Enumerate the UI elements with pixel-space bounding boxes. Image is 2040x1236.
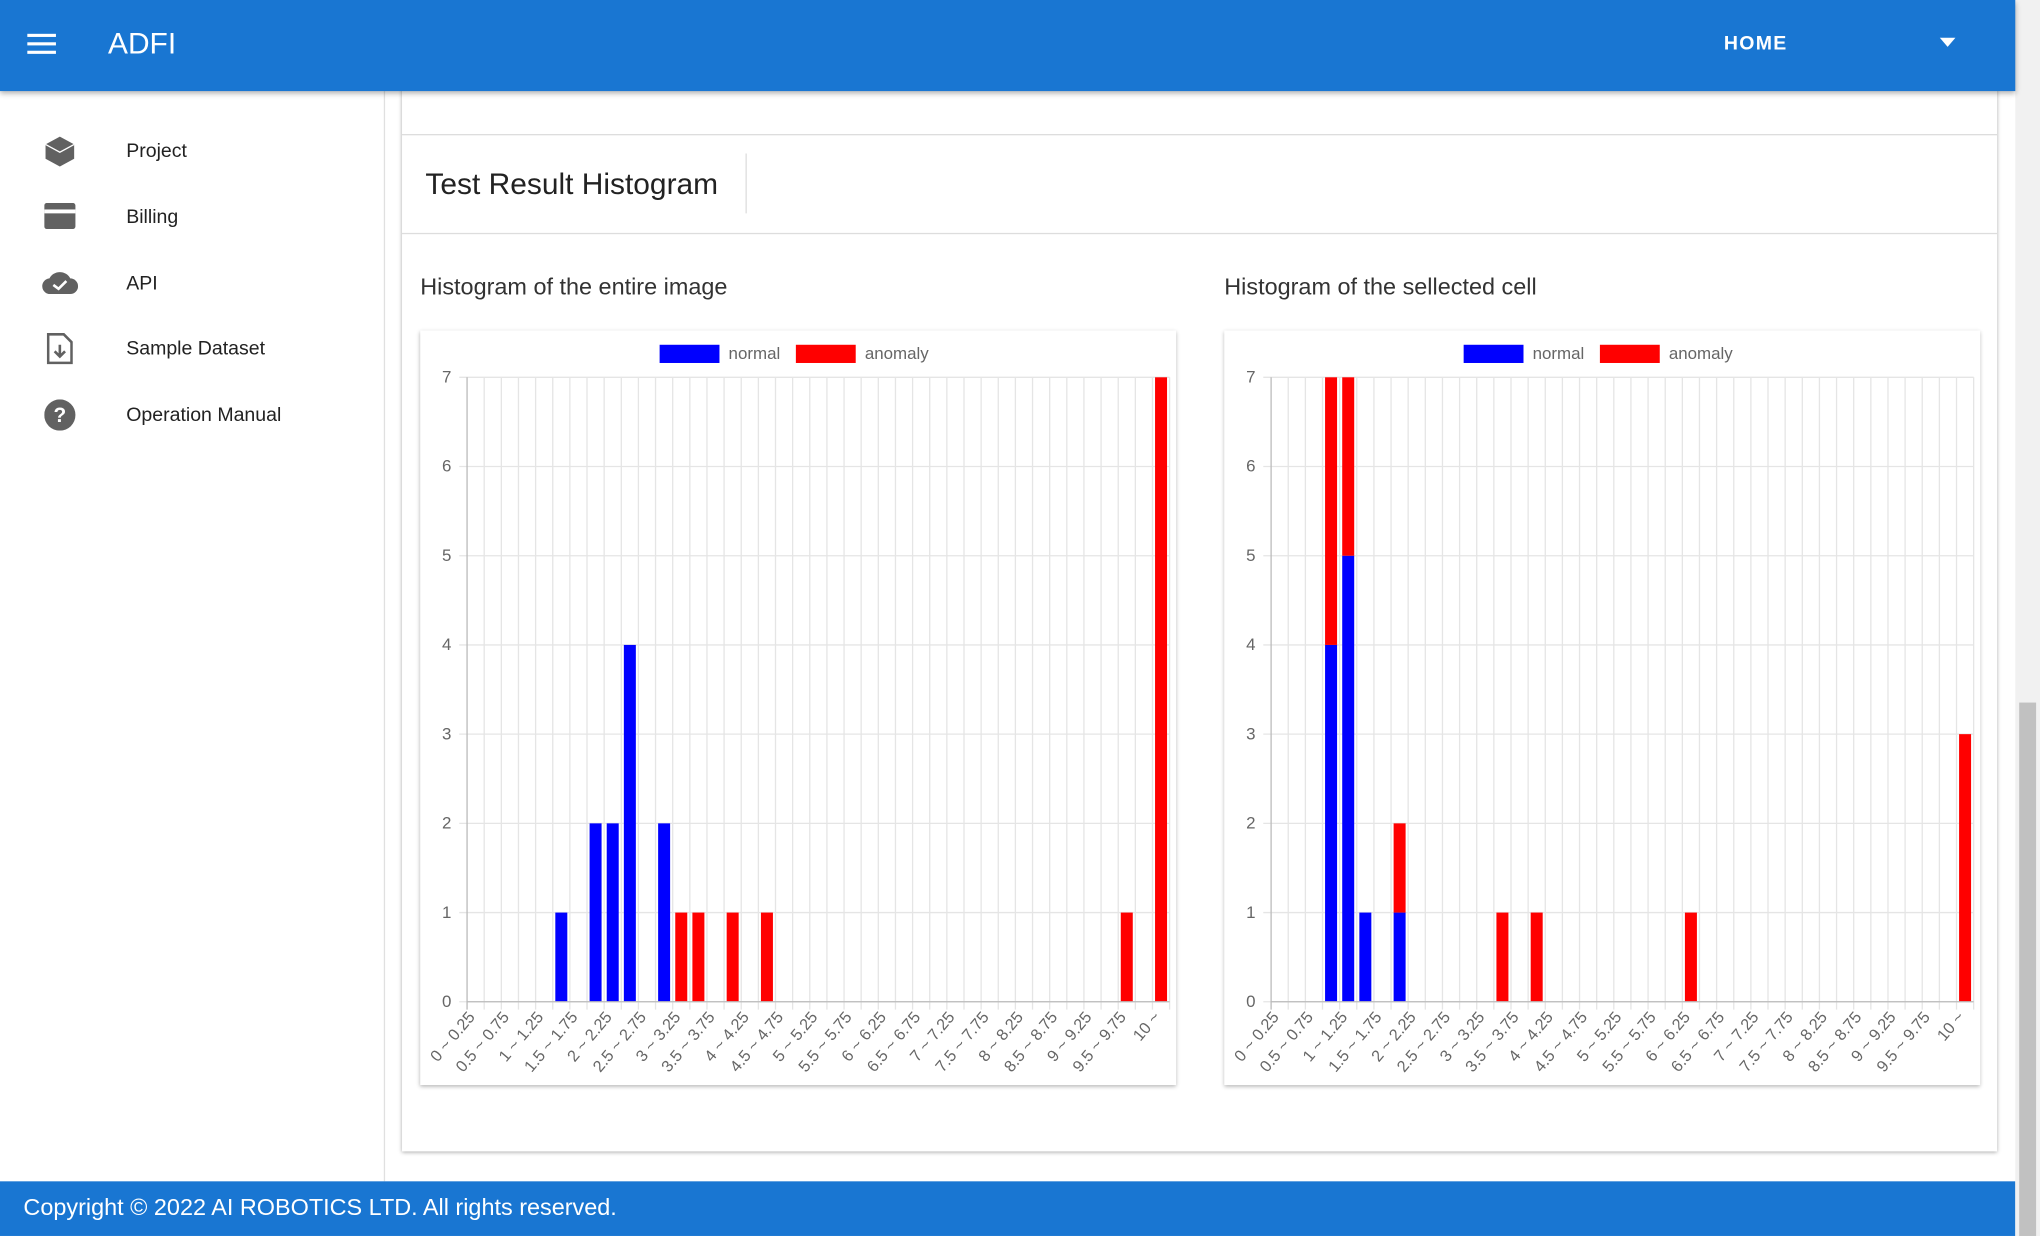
y-tick-label: 0: [442, 992, 451, 1011]
bar: [623, 644, 636, 1002]
footer: Copyright © 2022 AI ROBOTICS LTD. All ri…: [0, 1181, 2016, 1236]
menu-icon[interactable]: [26, 29, 57, 60]
legend-swatch: [1463, 344, 1524, 363]
y-tick-label: 2: [442, 814, 451, 833]
legend-label: anomaly: [1669, 344, 1733, 363]
svg-text:?: ?: [53, 404, 66, 427]
bar: [606, 823, 619, 1002]
nav-item[interactable]: Billing: [126, 206, 179, 229]
bar: [1496, 912, 1509, 1002]
y-tick-label: 3: [1246, 724, 1255, 743]
y-tick-label: 2: [1246, 814, 1255, 833]
chart-card: normal anomaly 0 1 2 3 4 5 6 7 0 ~ 0.25 0.5 ~ 0.75 1…: [1224, 330, 1981, 1086]
x-tick-label: 10 ~: [1130, 1008, 1164, 1044]
app-title: ADFI: [107, 26, 177, 60]
bar: [555, 912, 568, 1002]
bar: [1684, 912, 1697, 1002]
divider: [745, 153, 747, 214]
y-tick-label: 4: [442, 635, 451, 654]
manual-icon: ?: [44, 399, 76, 431]
bar: [675, 912, 688, 1002]
card-title: Test Result Histogram: [425, 166, 719, 201]
bar: [1530, 912, 1543, 1002]
y-tick-label: 0: [1246, 992, 1255, 1011]
dataset-icon: [46, 333, 73, 365]
y-tick-label: 7: [442, 367, 451, 386]
api-icon: [42, 272, 79, 295]
footer-text: Copyright © 2022 AI ROBOTICS LTD. All ri…: [23, 1194, 617, 1221]
bar: [1155, 377, 1168, 1002]
scroll-thumb[interactable]: [2019, 702, 2037, 1236]
y-tick-label: 7: [1246, 367, 1255, 386]
nav-item[interactable]: API: [126, 272, 158, 295]
y-tick-label: 5: [442, 546, 451, 565]
legend-label: anomaly: [865, 344, 929, 363]
bar: [1325, 377, 1338, 645]
home-menu[interactable]: HOME: [1723, 32, 1788, 55]
y-tick-label: 6: [1246, 457, 1255, 476]
billing-icon: [44, 202, 76, 229]
y-tick-label: 6: [442, 457, 451, 476]
x-tick-label: 10 ~: [1934, 1008, 1968, 1044]
y-tick-label: 5: [1246, 546, 1255, 565]
bar: [658, 823, 671, 1002]
scrollbar[interactable]: [2015, 0, 2040, 1236]
legend-swatch: [659, 344, 720, 363]
legend-swatch: [795, 344, 856, 363]
bar: [1120, 912, 1133, 1002]
legend-label: normal: [1533, 344, 1585, 363]
nav-item[interactable]: Project: [126, 139, 187, 162]
y-tick-label: 1: [442, 903, 451, 922]
legend-swatch: [1599, 344, 1660, 363]
bar: [1959, 734, 1972, 1002]
bar: [760, 912, 773, 1002]
chart-title: Histogram of the entire image: [420, 273, 728, 300]
y-tick-label: 4: [1246, 635, 1255, 654]
bar: [589, 823, 602, 1002]
divider: [402, 232, 1998, 235]
legend-label: normal: [729, 344, 781, 363]
bar: [692, 912, 705, 1002]
chart-title: Histogram of the sellected cell: [1224, 273, 1537, 300]
chart-card: normal anomaly 0 1 2 3 4 5 6 7 0 ~ 0.25 0.5 ~ 0.75 1…: [420, 330, 1177, 1086]
app-bar: ADFI HOME: [0, 0, 2016, 92]
divider: [402, 134, 1998, 136]
bar: [1393, 912, 1406, 1002]
y-tick-label: 1: [1246, 903, 1255, 922]
bar: [1325, 644, 1338, 1002]
bar: [1393, 823, 1406, 913]
sidebar: Project Billing API Sample Dataset ? Ope…: [0, 91, 386, 1182]
bar: [1359, 912, 1372, 1002]
bar: [1342, 555, 1355, 1002]
nav-item[interactable]: Sample Dataset: [126, 337, 266, 360]
bar: [1342, 377, 1355, 556]
bar: [726, 912, 739, 1002]
project-icon: [45, 136, 75, 167]
nav-item[interactable]: Operation Manual: [126, 403, 282, 427]
y-tick-label: 3: [442, 724, 451, 743]
dropdown-caret[interactable]: [1939, 36, 1957, 49]
